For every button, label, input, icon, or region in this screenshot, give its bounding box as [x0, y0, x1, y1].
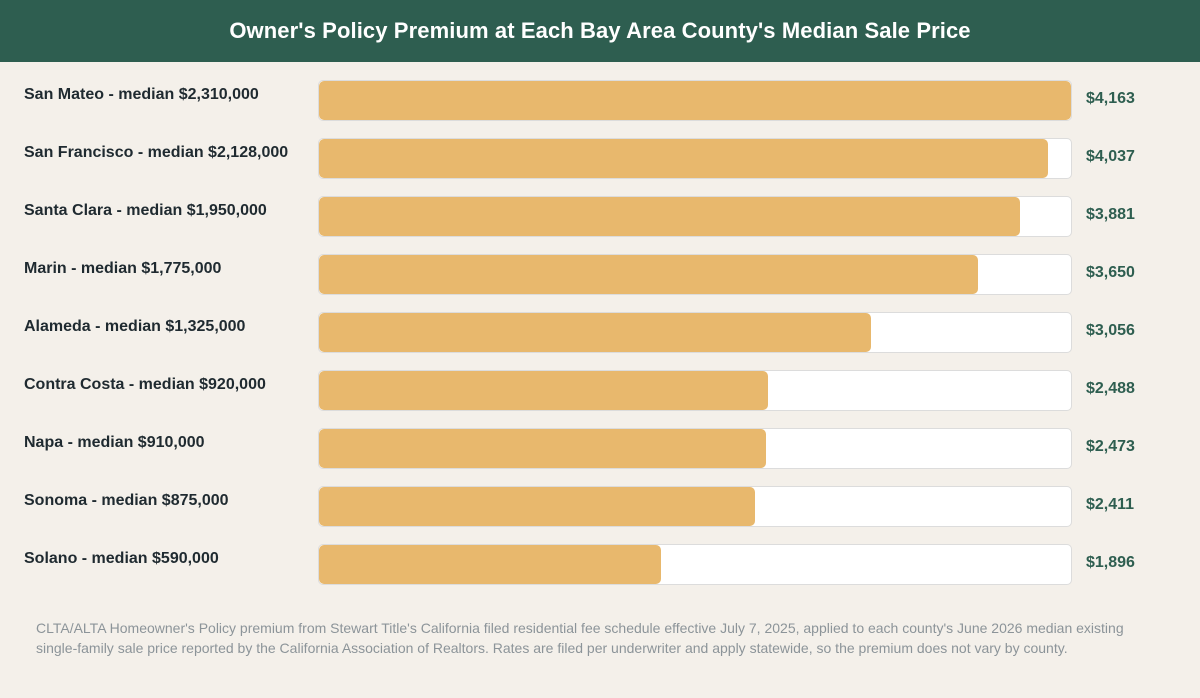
bar-track: [318, 428, 1072, 469]
chart-header: Owner's Policy Premium at Each Bay Area …: [0, 0, 1200, 62]
bar-value-label: $2,411: [1086, 496, 1135, 513]
bar-fill: [319, 139, 1049, 178]
bar-track: [318, 486, 1072, 527]
bar-row: Solano - median $590,000 $1,896: [0, 544, 1200, 586]
bar-fill: [319, 487, 755, 526]
bar-track: [318, 254, 1072, 295]
bar-row: Alameda - median $1,325,000 $3,056: [0, 312, 1200, 354]
bar-row: San Mateo - median $2,310,000 $4,163: [0, 80, 1200, 122]
bar-fill: [319, 313, 872, 352]
bar-track: [318, 312, 1072, 353]
bar-category-label: San Francisco - median $2,128,000: [24, 144, 289, 161]
bar-value-label: $4,037: [1086, 148, 1135, 165]
chart-footnote: CLTA/ALTA Homeowner's Policy premium fro…: [36, 620, 1124, 656]
bar-fill: [319, 197, 1021, 236]
bar-fill: [319, 81, 1071, 120]
bar-row: Contra Costa - median $920,000 $2,488: [0, 370, 1200, 412]
bar-track: [318, 544, 1072, 585]
bar-category-label: Solano - median $590,000: [24, 550, 219, 567]
bar-row: Sonoma - median $875,000 $2,411: [0, 486, 1200, 528]
bar-category-label: Alameda - median $1,325,000: [24, 318, 246, 335]
bar-category-label: Sonoma - median $875,000: [24, 492, 229, 509]
bar-value-label: $3,056: [1086, 322, 1135, 339]
bar-value-label: $3,881: [1086, 206, 1135, 223]
bar-category-label: Contra Costa - median $920,000: [24, 376, 266, 393]
bar-row: Marin - median $1,775,000 $3,650: [0, 254, 1200, 296]
chart-title: Owner's Policy Premium at Each Bay Area …: [229, 18, 971, 43]
bar-value-label: $2,488: [1086, 380, 1135, 397]
bar-fill: [319, 255, 979, 294]
bar-value-label: $3,650: [1086, 264, 1135, 281]
bar-value-label: $4,163: [1086, 90, 1135, 107]
bar-row: Santa Clara - median $1,950,000 $3,881: [0, 196, 1200, 238]
bar-track: [318, 196, 1072, 237]
bar-track: [318, 80, 1072, 121]
bar-row: San Francisco - median $2,128,000 $4,037: [0, 138, 1200, 180]
bar-value-label: $2,473: [1086, 438, 1135, 455]
bar-value-label: $1,896: [1086, 554, 1135, 571]
bar-category-label: Marin - median $1,775,000: [24, 260, 222, 277]
bar-track: [318, 370, 1072, 411]
bar-category-label: San Mateo - median $2,310,000: [24, 86, 259, 103]
bar-row: Napa - median $910,000 $2,473: [0, 428, 1200, 470]
bar-category-label: Napa - median $910,000: [24, 434, 205, 451]
bar-category-label: Santa Clara - median $1,950,000: [24, 202, 267, 219]
bar-fill: [319, 371, 769, 410]
bar-track: [318, 138, 1072, 179]
bar-fill: [319, 429, 766, 468]
bar-fill: [319, 545, 662, 584]
